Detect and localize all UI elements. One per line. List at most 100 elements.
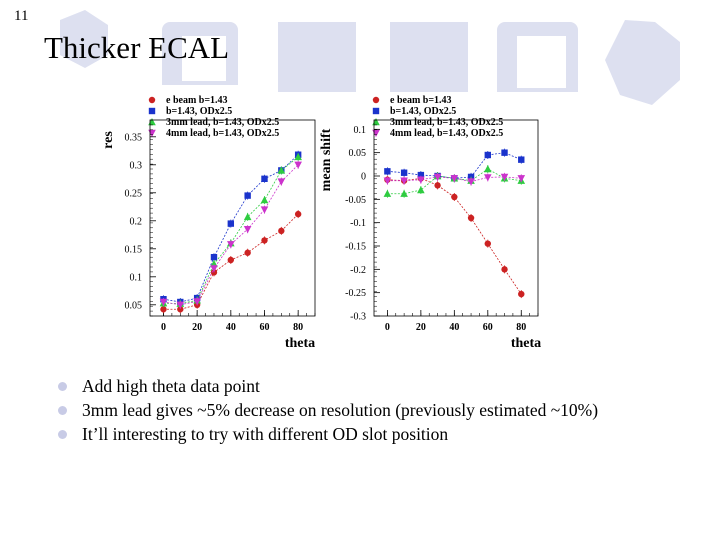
slide-number: 11 (14, 8, 29, 24)
y-tick-label: 0.05 (349, 148, 367, 159)
y-tick-label: 0 (361, 172, 366, 183)
y-tick-label: 0.1 (354, 125, 367, 136)
series-line (163, 164, 299, 306)
bullet-item: Add high theta data point (58, 374, 598, 398)
deco-rounded-square (497, 22, 578, 92)
bullet-item: 3mm lead gives ~5% decrease on resolutio… (58, 398, 598, 422)
data-point (433, 173, 442, 181)
data-point (467, 178, 475, 186)
legend-marker (148, 107, 156, 115)
page-title: Thicker ECAL (44, 30, 230, 65)
data-point (483, 165, 492, 173)
data-point (277, 166, 286, 174)
data-point (400, 189, 408, 197)
data-point (484, 151, 491, 159)
deco-rounded-square (162, 22, 238, 85)
legend-label: 3mm lead, b=1.43, ODx2.5 (390, 117, 503, 128)
series-line (387, 177, 522, 295)
x-tick-label: 0 (161, 322, 166, 333)
plot-frame (149, 119, 316, 317)
background-decoration (60, 10, 680, 105)
y-tick-label: -0.25 (345, 288, 366, 299)
legend-marker (372, 107, 380, 115)
deco-hexagon (60, 10, 108, 68)
series-line (163, 156, 299, 305)
legend-label: 4mm lead, b=1.43, ODx2.5 (166, 128, 279, 139)
data-point (484, 240, 491, 247)
x-tick-label: 40 (449, 322, 459, 333)
y-tick-label: 0.3 (130, 160, 143, 171)
y-tick-label: 0.1 (130, 272, 143, 283)
data-point (417, 171, 425, 179)
data-point (451, 193, 458, 201)
data-point (400, 177, 408, 185)
series-line (387, 168, 522, 195)
y-tick-label: -0.2 (350, 265, 366, 276)
data-point (227, 256, 235, 264)
y-tick-label: -0.15 (345, 242, 366, 253)
y-tick-label: -0.1 (350, 218, 366, 229)
legend-label: 3mm lead, b=1.43, ODx2.5 (166, 117, 279, 128)
data-point (177, 306, 184, 313)
bullet-item: It’ll interesting to try with different … (58, 422, 598, 446)
plot-frame (373, 119, 539, 317)
data-point (483, 174, 492, 182)
data-point (384, 168, 391, 175)
x-tick-label: 20 (192, 322, 202, 333)
y-tick-label: -0.05 (345, 195, 366, 206)
x-tick-label: 60 (259, 322, 269, 333)
x-tick-label: 80 (293, 322, 303, 333)
data-point (277, 178, 286, 186)
data-point (261, 237, 268, 244)
legend-label: e beam b=1.43 (166, 95, 228, 106)
legend-marker (372, 96, 380, 104)
data-point (383, 177, 392, 185)
data-point (450, 175, 459, 183)
data-point (244, 249, 251, 256)
data-point (501, 266, 508, 273)
legend-label: 4mm lead, b=1.43, ODx2.5 (390, 128, 503, 139)
bullet-dot (58, 406, 67, 415)
legend-label: b=1.43, ODx2.5 (390, 106, 456, 117)
data-point (417, 176, 425, 184)
y-tick-label: 0.35 (125, 132, 143, 143)
data-point (261, 175, 268, 182)
y-axis-label: res (101, 131, 116, 149)
data-point (260, 196, 269, 204)
data-point (467, 214, 475, 222)
data-point (500, 173, 509, 181)
bullet-list: Add high theta data point 3mm lead gives… (58, 374, 598, 446)
y-tick-label: 0.25 (125, 188, 143, 199)
data-point (400, 169, 408, 176)
y-tick-label: -0.3 (350, 312, 366, 323)
legend-label: e beam b=1.43 (390, 95, 452, 106)
bullet-text: 3mm lead gives ~5% decrease on resolutio… (82, 400, 599, 420)
bullet-text: It’ll interesting to try with different … (82, 424, 449, 444)
data-point (278, 227, 285, 235)
data-point (294, 152, 302, 161)
data-point (517, 175, 526, 183)
x-tick-label: 60 (483, 322, 493, 333)
legend-marker (148, 129, 156, 137)
bullet-dot (58, 430, 67, 439)
data-point (193, 298, 201, 306)
data-point (210, 254, 218, 261)
data-point (294, 210, 302, 218)
data-point (160, 306, 167, 313)
legend-marker (148, 96, 156, 104)
bullet-text: Add high theta data point (82, 376, 260, 396)
y-tick-label: 0.05 (125, 300, 143, 311)
y-tick-label: 0.15 (125, 244, 143, 255)
data-point (244, 192, 251, 199)
legend-marker (148, 118, 156, 126)
x-tick-label: 0 (385, 322, 390, 333)
data-point (518, 156, 525, 163)
data-point (260, 206, 269, 214)
legend-marker (372, 118, 380, 126)
data-point (417, 186, 425, 194)
data-point (243, 212, 252, 221)
